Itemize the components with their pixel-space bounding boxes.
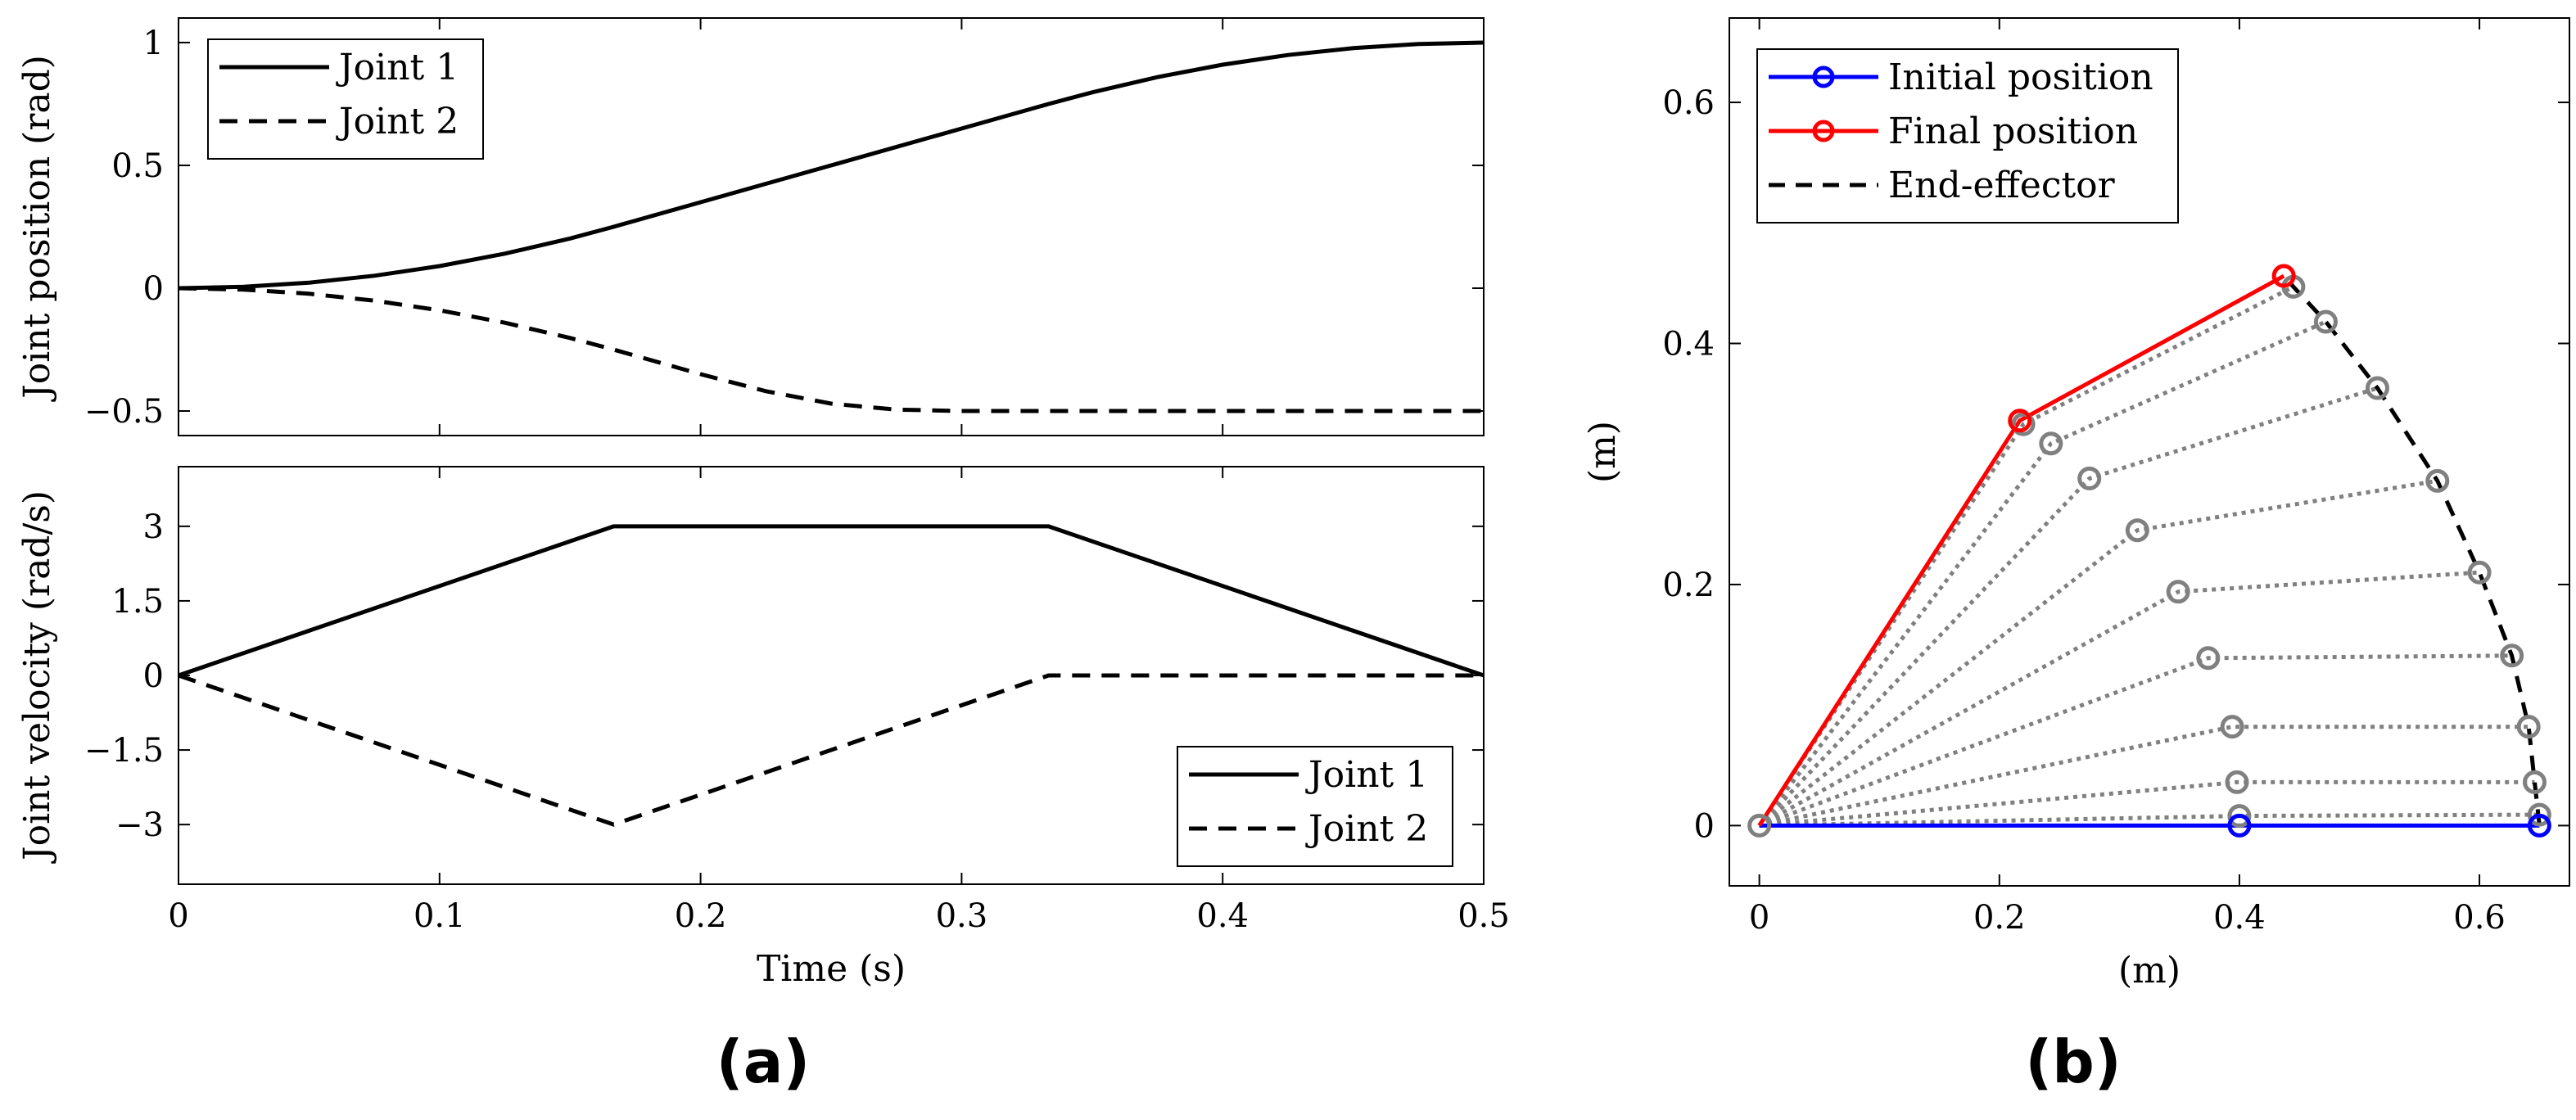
series-line-joint-1 (178, 40, 1485, 291)
x-tick-label: 0 (1749, 899, 1769, 937)
legend-box (1177, 746, 1453, 867)
caption-b: (b) (2025, 1027, 2121, 1096)
caption-a: (a) (716, 1027, 810, 1096)
y-tick-label: 1 (143, 25, 164, 62)
intermediate-joint-marker (2166, 580, 2190, 604)
final-joint-marker (2008, 409, 2032, 433)
intermediate-joint-marker (2011, 412, 2036, 436)
axes-frame (1729, 17, 2570, 887)
x-tick-label: 0.2 (1973, 899, 2026, 937)
y-tick-label: −0.5 (84, 393, 164, 431)
legend-label-joint-1: Joint 1 (1305, 754, 1428, 796)
intermediate-joint-marker (2225, 770, 2249, 794)
x-tick-label: 0.1 (414, 897, 466, 935)
y-tick-label: −3 (115, 806, 164, 844)
y-tick-label: 1.5 (111, 583, 164, 621)
intermediate-joint-marker (2527, 802, 2551, 827)
intermediate-arm-2 (1759, 779, 2535, 828)
x-tick-label: 0.4 (1196, 897, 1249, 935)
intermediate-joint-marker (2365, 376, 2389, 400)
final-joint-marker (2271, 264, 2296, 288)
panel-a-top: −0.5 0 0.5 1 Joint position (rad) Joint 1 Join… (16, 17, 1485, 436)
intermediate-arm-6 (1758, 478, 2438, 828)
intermediate-arm-9 (1757, 285, 2295, 827)
intermediate-joint-marker (2467, 560, 2492, 585)
legend-label-joint-2: Joint 2 (1305, 808, 1428, 850)
x-tick-label: 0 (168, 897, 188, 935)
end-effector-path (2282, 274, 2542, 826)
initial-joint-marker (2527, 813, 2551, 838)
intermediate-joint-marker (2039, 431, 2063, 456)
y-tick-label: 0.2 (1662, 567, 1715, 604)
axes-frame (178, 17, 1485, 436)
series-line-joint-2 (178, 673, 1484, 827)
x-tick-label: 0.5 (1457, 897, 1510, 935)
series-line-joint-2 (178, 286, 1484, 413)
legend-label-joint-1: Joint 1 (336, 47, 459, 88)
y-tick-label: 0.6 (1662, 84, 1715, 122)
y-tick-label: 0 (1694, 807, 1715, 845)
intermediate-joint-marker (2500, 644, 2524, 668)
legend-box (207, 38, 484, 160)
intermediate-joint-marker (2522, 770, 2547, 794)
intermediate-joint-marker (2313, 309, 2338, 334)
intermediate-arm-4 (1758, 653, 2512, 828)
initial-joint-marker (2227, 813, 2252, 838)
intermediate-joint-marker (2125, 518, 2149, 543)
panel-a-bottom: 0 0.1 0.2 0.3 0.4 0.5 −3 −1.5 0 1.5 3 Joint velocit… (16, 466, 1510, 990)
x-tick-label: 0.2 (675, 897, 727, 935)
y-tick-label: 0.5 (111, 147, 164, 185)
panel-b: 0 0.2 0.4 0.6 0 0.2 0.4 0.6 (m) (m) Initial positi… (1582, 17, 2570, 991)
y-tick-label: 3 (143, 508, 164, 546)
final-arm (1757, 273, 2285, 827)
y-axis-label: (m) (1582, 421, 1624, 483)
intermediate-joint-marker (2077, 466, 2102, 490)
y-axis-label: Joint position (rad) (16, 55, 58, 402)
y-axis-label: Joint velocity (rad/s) (16, 490, 58, 864)
legend-marker-final-position (1812, 120, 1835, 142)
y-tick-label: 0 (143, 657, 164, 695)
intermediate-joint-marker (2227, 804, 2252, 829)
legend-label-initial-position: Initial position (1888, 56, 2153, 98)
x-axis-label: (m) (2118, 950, 2181, 991)
legend-label-end-effector: End-effector (1888, 165, 2116, 206)
x-axis-label: Time (s) (757, 948, 906, 990)
base-joint-marker (1747, 813, 1772, 838)
intermediate-joint-marker (2516, 715, 2541, 739)
y-tick-label: −1.5 (84, 732, 164, 770)
y-tick-label: 0 (143, 270, 164, 308)
intermediate-arm-8 (1757, 319, 2327, 827)
intermediate-joint-marker (2196, 646, 2221, 671)
legend-label-final-position: Final position (1888, 111, 2138, 152)
legend-label-joint-2: Joint 2 (336, 101, 459, 142)
intermediate-arm-5 (1758, 570, 2480, 828)
intermediate-joint-marker (2425, 468, 2450, 493)
series-line-joint-1 (178, 524, 1485, 678)
intermediate-joint-marker (2220, 715, 2244, 739)
y-tick-label: 0.4 (1662, 326, 1715, 364)
x-tick-label: 0.4 (2213, 899, 2266, 937)
legend-marker-initial-position (1812, 65, 1835, 88)
intermediate-arm-7 (1757, 386, 2379, 828)
x-tick-label: 0.6 (2453, 899, 2506, 937)
x-tick-label: 0.3 (936, 897, 988, 935)
